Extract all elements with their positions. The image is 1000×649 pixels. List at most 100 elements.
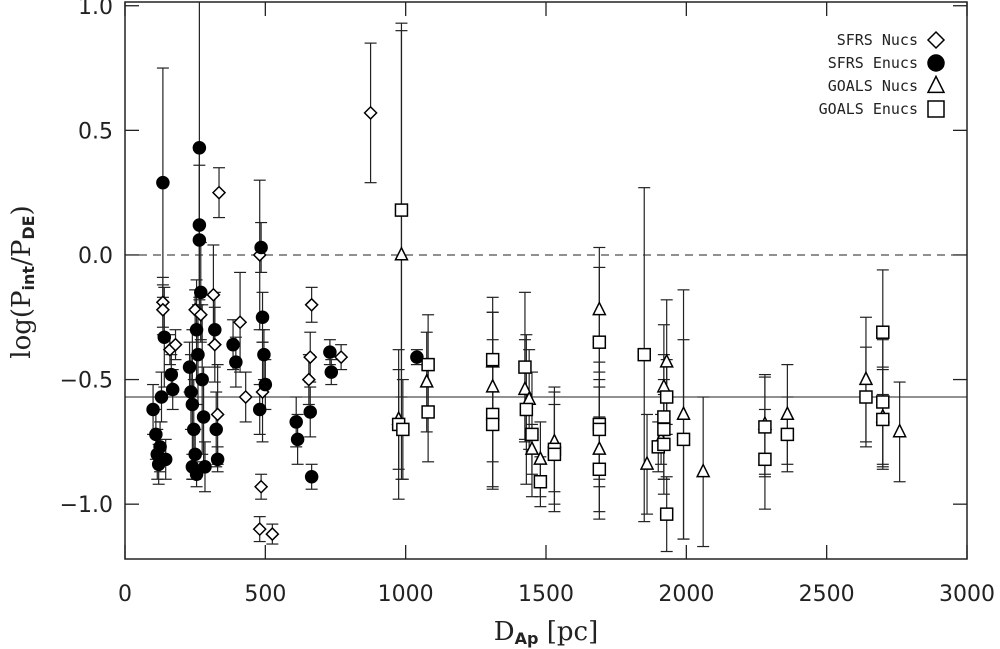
data-point [192, 141, 207, 155]
data-point [265, 527, 280, 542]
data-point [301, 372, 316, 387]
y-tick-label: 1.0 [78, 0, 113, 20]
data-point [254, 240, 268, 255]
data-point [657, 437, 671, 452]
data-point [656, 378, 672, 393]
data-point [592, 422, 607, 437]
data-point [165, 382, 180, 397]
data-point [324, 365, 339, 379]
data-point [421, 405, 435, 419]
data-point [304, 470, 319, 484]
data-point [892, 423, 907, 438]
data-point [780, 427, 795, 442]
data-point [192, 218, 207, 232]
data-point [657, 410, 671, 424]
data-point [676, 405, 691, 421]
data-point [421, 357, 435, 372]
data-point [158, 452, 173, 467]
x-tick-label: 0 [118, 582, 132, 607]
data-point [193, 307, 208, 322]
data-point [153, 440, 167, 454]
data-point [194, 285, 208, 300]
data-point [517, 380, 533, 396]
x-tick-label: 3000 [939, 582, 995, 607]
data-point [419, 373, 434, 388]
legend-label: GOALS Nucs [828, 77, 918, 95]
data-point [255, 310, 270, 325]
legend-marker [926, 74, 946, 94]
data-point [187, 422, 201, 437]
legend-label: GOALS Enucs [819, 100, 918, 118]
data-point [525, 427, 539, 442]
data-point [195, 372, 209, 387]
label-part: log( [7, 308, 37, 359]
data-point [211, 185, 227, 200]
data-point [780, 405, 795, 421]
data-point [518, 360, 532, 374]
data-point [192, 233, 207, 247]
data-point [592, 300, 607, 316]
label-part: P [7, 240, 37, 258]
data-point [164, 367, 179, 382]
data-point [394, 246, 409, 261]
data-point [363, 105, 378, 120]
data-point [758, 420, 772, 434]
label-part: int [19, 266, 38, 291]
data-point [184, 385, 198, 399]
data-point [519, 402, 534, 417]
data-point [210, 452, 225, 467]
data-point [229, 355, 243, 369]
x-tick-label: 2000 [658, 582, 714, 607]
data-point [659, 353, 674, 368]
data-point [533, 450, 548, 465]
data-point [547, 447, 562, 462]
data-point [758, 452, 772, 467]
label-part: ) [7, 205, 37, 215]
data-point [592, 335, 607, 349]
data-point [533, 474, 548, 489]
label-part: Ap [515, 629, 539, 648]
data-point [155, 302, 170, 317]
label-part: DE [19, 215, 38, 239]
data-point [676, 432, 691, 447]
data-point [289, 415, 303, 429]
data-point [189, 467, 204, 482]
y-tick-label: −0.5 [60, 369, 113, 394]
data-point [304, 297, 319, 312]
y-tick-label: −1.0 [60, 493, 113, 518]
label-part: P [7, 290, 37, 308]
data-point [146, 402, 160, 417]
data-point [254, 479, 269, 494]
data-point [185, 397, 200, 412]
data-point [659, 507, 674, 521]
data-point [876, 412, 890, 427]
data-point [226, 337, 240, 352]
data-point [191, 347, 205, 362]
label-part: / [7, 257, 37, 266]
data-point [209, 422, 223, 437]
data-point [637, 347, 651, 362]
data-point [485, 417, 500, 432]
data-point [182, 360, 197, 374]
x-tick-label: 1500 [518, 582, 574, 607]
data-point [858, 370, 874, 386]
data-point [207, 337, 222, 352]
data-point [657, 422, 671, 437]
data-point [154, 390, 169, 404]
data-point [396, 422, 410, 437]
data-point [168, 337, 183, 352]
data-point [196, 410, 211, 424]
legend-label: SFRS Nucs [837, 31, 918, 49]
data-point [233, 315, 248, 330]
data-point [188, 447, 202, 462]
data-point [303, 350, 318, 365]
data-point [876, 325, 890, 339]
data-point [189, 322, 204, 337]
x-tick-label: 2500 [799, 582, 855, 607]
label-part: [pc] [538, 617, 598, 647]
data-point [524, 440, 540, 455]
data-point [149, 427, 163, 442]
data-point [210, 407, 225, 422]
data-point [485, 378, 500, 393]
data-point [156, 175, 170, 190]
